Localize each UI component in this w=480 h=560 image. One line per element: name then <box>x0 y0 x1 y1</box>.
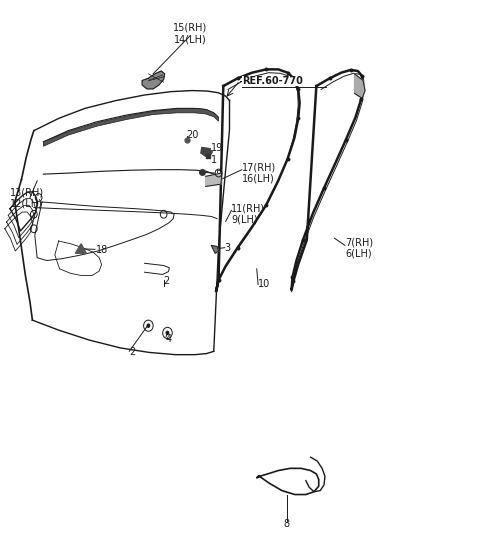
Text: 3: 3 <box>225 242 231 253</box>
Circle shape <box>166 331 169 335</box>
Polygon shape <box>43 109 218 146</box>
Text: 16(LH): 16(LH) <box>242 174 275 184</box>
Polygon shape <box>142 71 165 89</box>
Text: 9(LH): 9(LH) <box>231 214 258 224</box>
Text: 15(RH): 15(RH) <box>173 22 207 32</box>
Polygon shape <box>211 245 218 253</box>
Text: 4: 4 <box>166 334 172 343</box>
Text: 2: 2 <box>129 347 135 357</box>
Text: 2: 2 <box>164 276 170 286</box>
Text: 20: 20 <box>187 130 199 140</box>
Text: 13(RH): 13(RH) <box>10 188 44 198</box>
Text: 11(RH): 11(RH) <box>231 203 265 213</box>
Polygon shape <box>355 74 365 99</box>
Text: 1: 1 <box>211 155 217 165</box>
Text: 14(LH): 14(LH) <box>173 34 206 44</box>
Text: 6(LH): 6(LH) <box>345 249 372 259</box>
Text: 19: 19 <box>211 143 224 153</box>
Polygon shape <box>75 244 86 253</box>
Text: 5: 5 <box>215 170 221 180</box>
Text: 10: 10 <box>258 279 270 290</box>
Text: 7(RH): 7(RH) <box>345 237 373 248</box>
Polygon shape <box>201 147 212 156</box>
Text: REF.60-770: REF.60-770 <box>242 76 303 86</box>
Polygon shape <box>205 173 222 186</box>
Text: 8: 8 <box>284 519 290 529</box>
Text: 18: 18 <box>96 245 108 255</box>
Text: 12(LH): 12(LH) <box>10 199 43 209</box>
Circle shape <box>146 324 150 328</box>
Text: 17(RH): 17(RH) <box>242 162 276 172</box>
